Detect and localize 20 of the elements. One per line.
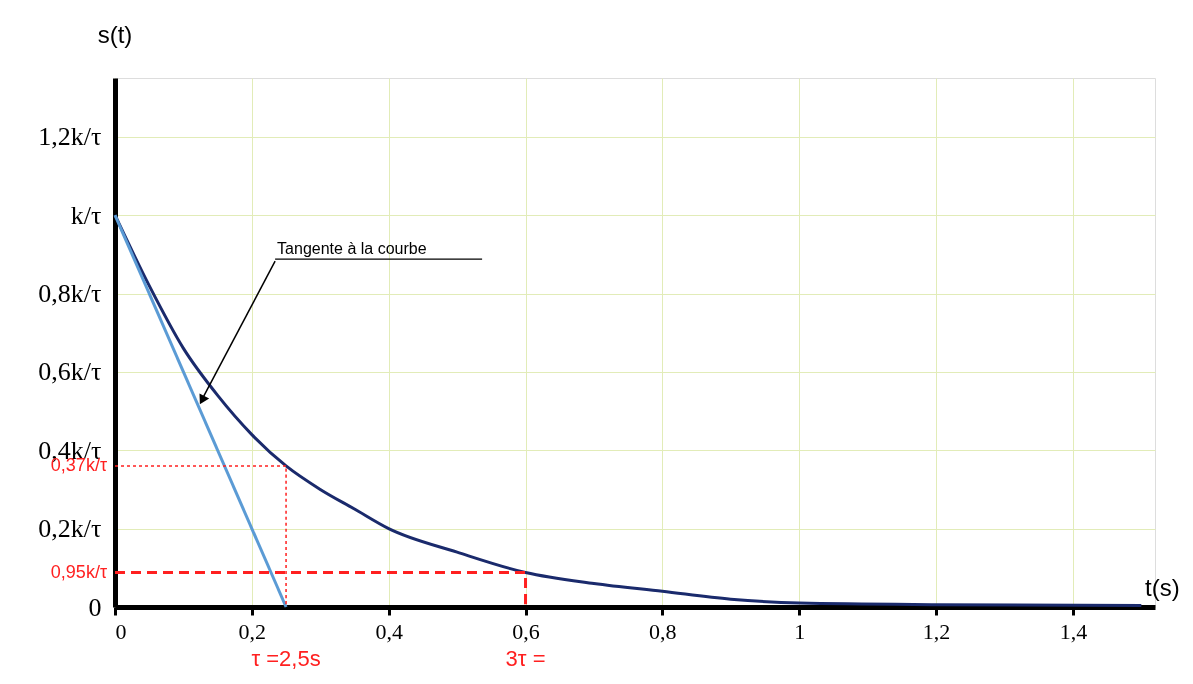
y-tick-label: 0,8k/τ	[38, 279, 102, 309]
y-tick-label: k/τ	[70, 200, 102, 230]
annotation: 0,95k/τ	[50, 561, 107, 582]
y-tick-label: 1,2k/τ	[38, 122, 102, 152]
y-tick-label: 0	[88, 592, 102, 622]
y-tick-label: 0,6k/τ	[38, 357, 102, 387]
x-tick-label: 1,2	[922, 618, 951, 644]
annotation: τ =2,5s	[251, 646, 321, 671]
x-tick-label: 1,4	[1059, 618, 1088, 644]
y-tick-label: 0,2k/τ	[38, 514, 102, 544]
x-tick-label: 0,2	[238, 618, 267, 644]
x-tick-label: 0,4	[375, 618, 403, 644]
annotation: 3τ =	[505, 646, 546, 671]
annotation: Tangente à la courbe	[277, 240, 427, 258]
y-axis-title: s(t)	[97, 21, 133, 48]
x-tick-label: 0,8	[649, 618, 677, 644]
x-tick-label: 1	[794, 618, 806, 644]
x-axis-title: t(s)	[1145, 574, 1180, 601]
x-tick-label: 0	[115, 618, 127, 644]
x-tick-label: 0,6	[512, 618, 540, 644]
